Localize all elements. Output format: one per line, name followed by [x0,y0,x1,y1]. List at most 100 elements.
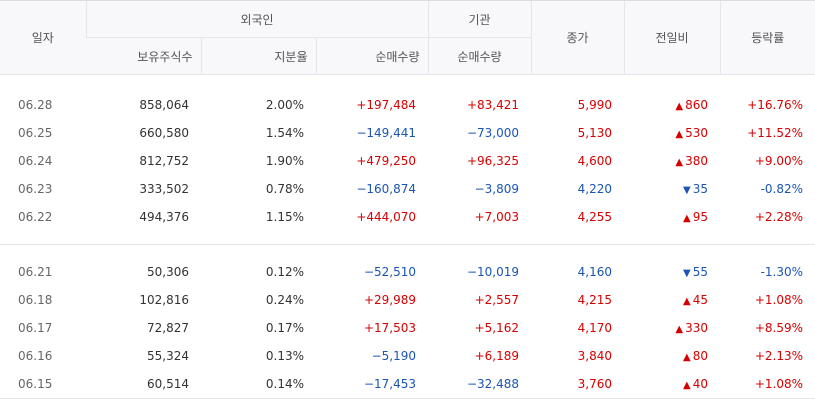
table-row: 06.22 494,376 1.15% +444,070 +7,003 4,25… [0,203,815,231]
triangle-up-icon: ▲ [675,157,684,168]
change-value: 45 [692,293,709,307]
cell-ratio: 1.15% [265,210,304,224]
cell-ratio: 0.17% [265,321,304,335]
triangle-up-icon: ▲ [683,352,691,363]
cell-change: ▲ 40 [624,370,720,399]
cell-holdings: 494,376 [139,210,189,224]
change-value: 330 [685,321,709,335]
cell-change: ▲ 95 [624,203,720,231]
cell-date: 06.22 [18,210,53,224]
cell-ratio: 0.13% [265,349,304,363]
cell-holdings: 60,514 [147,377,189,391]
cell-foreign-net: −149,441 [356,126,417,140]
cell-rate: +16.76% [747,98,804,112]
cell-foreign-net: +29,989 [363,293,417,307]
cell-ratio: 0.12% [265,265,304,279]
cell-close: 4,600 [577,154,613,168]
change-value: 55 [692,265,709,279]
cell-close: 4,220 [577,182,613,196]
cell-holdings: 858,064 [139,98,189,112]
cell-rate: -1.30% [760,265,804,279]
table-row: 06.23 333,502 0.78% −160,874 −3,809 4,22… [0,175,815,203]
cell-rate: +8.59% [754,321,804,335]
cell-inst-net: +7,003 [474,210,520,224]
investor-trading-table: 일자 외국인 기관 종가 전일비 등락률 보유주식수 지분율 순매수량 순매수량… [0,0,815,400]
triangle-up-icon: ▲ [683,213,691,224]
table-row: 06.17 72,827 0.17% +17,503 +5,162 4,170 … [0,314,815,342]
cell-ratio: 0.78% [265,182,304,196]
cell-foreign-net: +17,503 [363,321,417,335]
header-change: 전일비 [623,0,721,75]
cell-rate: +9.00% [754,154,804,168]
header-foreign: 외국인 [85,0,429,38]
header-institution: 기관 [427,0,532,38]
cell-close: 4,255 [577,210,613,224]
cell-ratio: 0.14% [265,377,304,391]
cell-rate: +2.28% [754,210,804,224]
cell-date: 06.23 [18,182,53,196]
table-body-group-2: 06.21 50,306 0.12% −52,510 −10,019 4,160… [0,231,815,399]
cell-foreign-net: −160,874 [356,182,417,196]
cell-inst-net: −32,488 [466,377,520,391]
change-value: 95 [692,210,709,224]
header-ratio: 지분율 [200,37,316,75]
header-holdings: 보유주식수 [86,37,201,75]
cell-close: 4,170 [577,321,613,335]
cell-foreign-net: +197,484 [356,98,417,112]
triangle-up-icon: ▲ [675,324,684,335]
triangle-down-icon: ▼ [683,185,691,196]
triangle-down-icon: ▼ [683,268,691,279]
cell-close: 4,160 [577,265,613,279]
cell-foreign-net: −52,510 [363,265,417,279]
table-row: 06.15 60,514 0.14% −17,453 −32,488 3,760… [0,370,815,399]
cell-close: 4,215 [577,293,613,307]
header-close: 종가 [530,0,625,75]
cell-date: 06.25 [18,126,53,140]
triangle-up-icon: ▲ [675,101,684,112]
cell-date: 06.16 [18,349,53,363]
cell-change: ▲ 530 [624,119,720,147]
cell-inst-net: +83,421 [466,98,520,112]
cell-holdings: 72,827 [147,321,189,335]
cell-change: ▲ 45 [624,286,720,314]
cell-change: ▲ 380 [624,147,720,175]
cell-close: 3,840 [577,349,613,363]
table-body-group-1: 06.28 858,064 2.00% +197,484 +83,421 5,9… [0,75,815,232]
cell-close: 5,130 [577,126,613,140]
change-value: 380 [685,154,709,168]
cell-rate: +1.08% [754,377,804,391]
cell-inst-net: −73,000 [466,126,520,140]
cell-foreign-net: −17,453 [363,377,417,391]
cell-inst-net: +2,557 [474,293,520,307]
cell-rate: +1.08% [754,293,804,307]
cell-date: 06.28 [18,98,53,112]
header-date: 일자 [0,0,86,75]
cell-close: 5,990 [577,98,613,112]
cell-holdings: 812,752 [139,154,189,168]
cell-change: ▼ 35 [624,175,720,203]
cell-ratio: 1.90% [265,154,304,168]
cell-holdings: 50,306 [147,265,189,279]
change-value: 40 [692,377,709,391]
table-row: 06.25 660,580 1.54% −149,441 −73,000 5,1… [0,119,815,147]
change-value: 860 [685,98,709,112]
cell-holdings: 102,816 [139,293,189,307]
triangle-up-icon: ▲ [675,129,684,140]
change-value: 80 [692,349,709,363]
table-row: 06.18 102,816 0.24% +29,989 +2,557 4,215… [0,286,815,314]
cell-foreign-net: +479,250 [356,154,417,168]
table-row: 06.24 812,752 1.90% +479,250 +96,325 4,6… [0,147,815,175]
cell-rate: -0.82% [760,182,804,196]
cell-foreign-net: −5,190 [371,349,417,363]
cell-ratio: 1.54% [265,126,304,140]
cell-inst-net: +5,162 [474,321,520,335]
header-inst-net: 순매수량 [427,37,532,75]
change-value: 35 [692,182,709,196]
cell-date: 06.18 [18,293,53,307]
table-row: 06.21 50,306 0.12% −52,510 −10,019 4,160… [0,258,815,286]
cell-date: 06.21 [18,265,53,279]
cell-inst-net: −10,019 [466,265,520,279]
cell-rate: +11.52% [747,126,804,140]
cell-inst-net: −3,809 [474,182,520,196]
cell-ratio: 0.24% [265,293,304,307]
